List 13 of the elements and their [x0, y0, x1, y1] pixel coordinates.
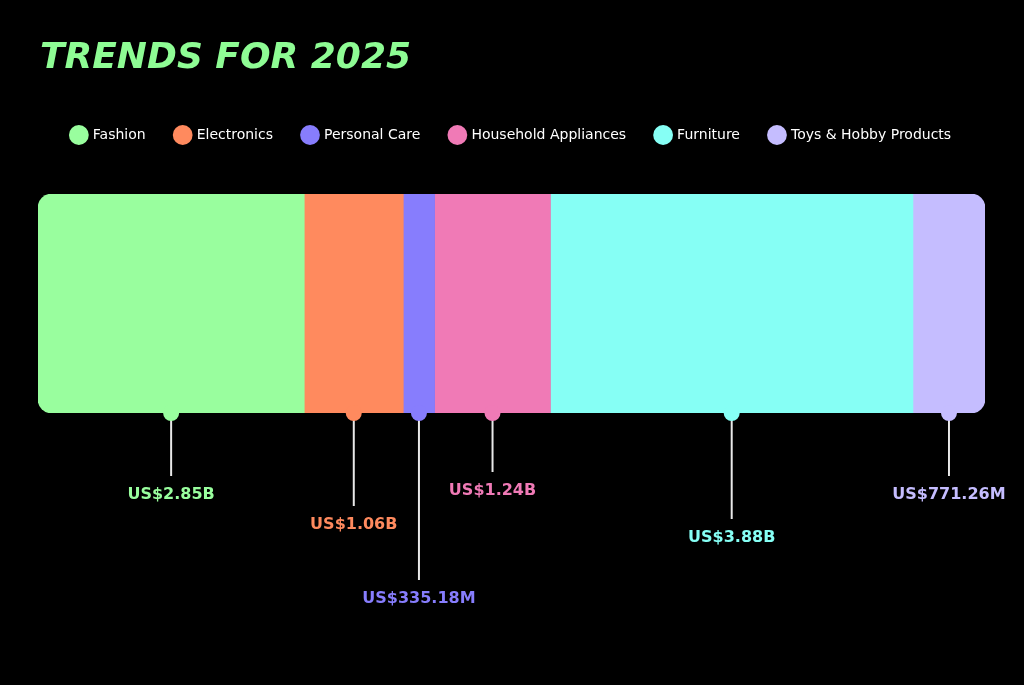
chart-title: TRENDS FOR 2025 [40, 35, 411, 76]
legend-label: Personal Care [324, 125, 421, 142]
data-label: US$771.26M [892, 484, 1006, 504]
data-label: US$335.18M [362, 588, 476, 608]
legend-label: Electronics [196, 125, 274, 142]
data-label: US$1.06B [310, 514, 398, 534]
legend-label: Toys & Hobby Products [789, 125, 952, 142]
data-label: US$3.88B [688, 527, 776, 547]
legend-label: Furniture [677, 125, 740, 142]
data-label: US$1.24B [448, 480, 537, 500]
data-label: US$2.85B [127, 484, 215, 504]
legend-label: Fashion [92, 125, 146, 142]
legend-label: Household Appliances [471, 125, 627, 142]
